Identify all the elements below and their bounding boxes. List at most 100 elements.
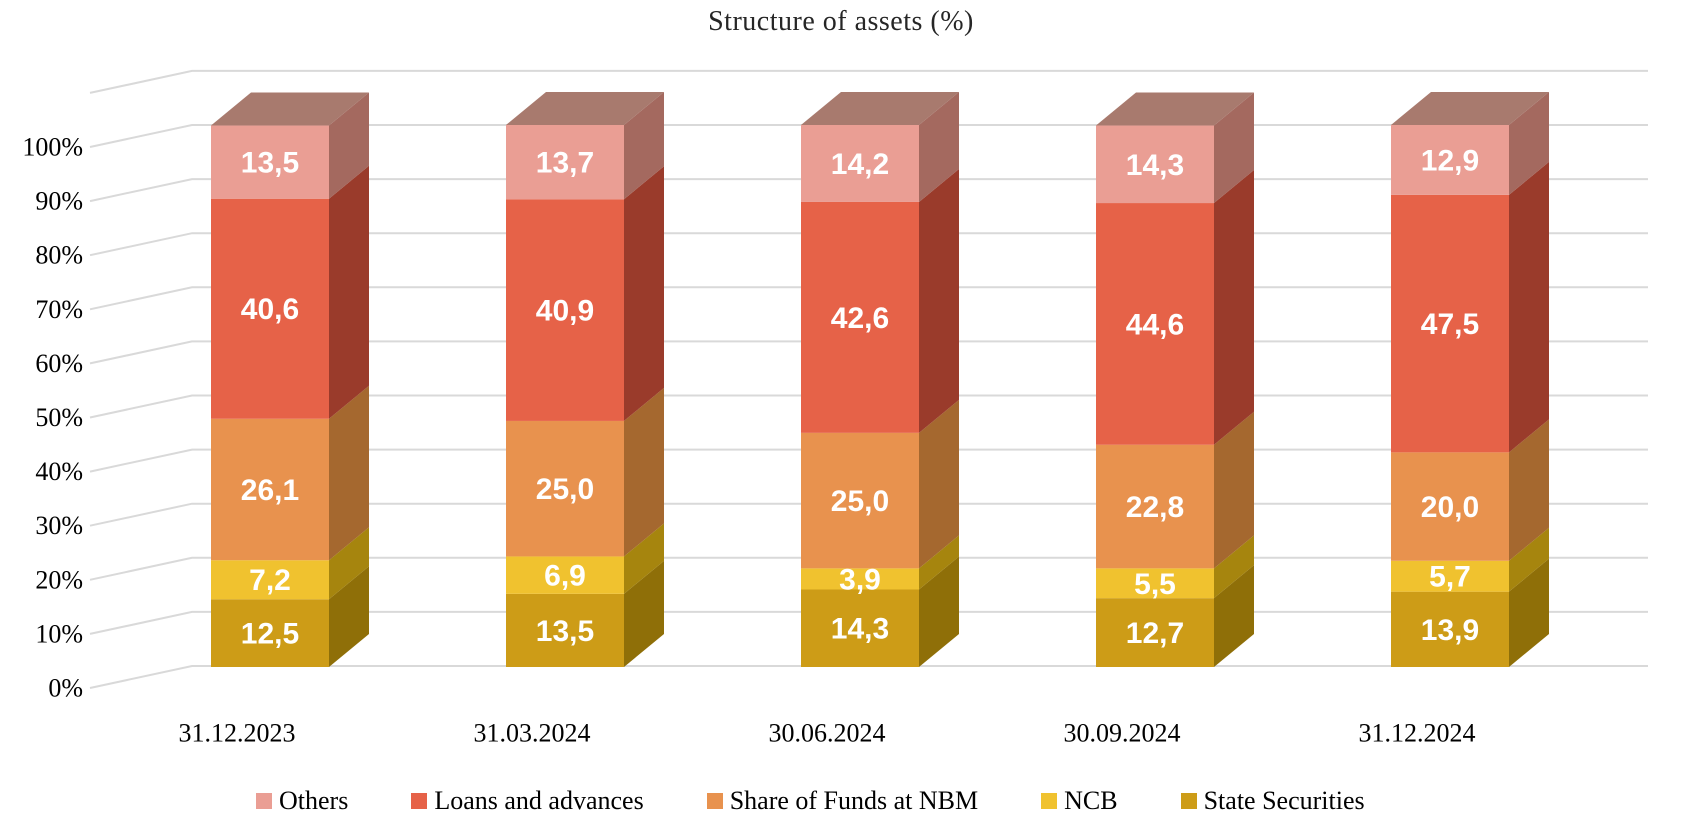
bar-segment-side: [329, 92, 369, 199]
legend-swatch-icon: [706, 793, 723, 809]
segment-value-label: 14,2: [831, 148, 889, 181]
segment-value-label: 13,5: [241, 147, 299, 180]
legend-label: Loans and advances: [434, 786, 644, 815]
bar-segment-front: [1096, 444, 1214, 569]
segment-value-label: 5,7: [1429, 561, 1471, 594]
bar-segment-side: [1509, 558, 1549, 667]
bar-top-face: [801, 92, 959, 125]
segment-value-label: 5,5: [1134, 568, 1176, 601]
bar-segment-side: [624, 523, 664, 594]
legend-item: State Securities: [1180, 786, 1365, 815]
bar-segment-front: [1096, 125, 1214, 204]
legend-item: Share of Funds at NBM: [706, 788, 978, 814]
x-axis-category-label: 31.03.2024: [474, 719, 591, 748]
y-axis-tick-label: 100%: [22, 133, 83, 162]
legend-label: Others: [279, 786, 349, 815]
bar-segment-front: [506, 556, 624, 594]
bar-segment-side: [919, 399, 959, 569]
bar-segment-side: [624, 92, 664, 200]
y-axis-tick-label: 80%: [35, 241, 83, 270]
bar-segment-front: [211, 560, 329, 600]
y-axis-tick-label: 60%: [35, 349, 83, 378]
bar-segment-side: [329, 566, 369, 667]
bar-segment-front: [1096, 203, 1214, 445]
bar-segment-front: [506, 420, 624, 557]
bar-segment-front: [1391, 591, 1509, 667]
gridline: [89, 665, 1648, 689]
bar-segment-front: [801, 589, 919, 667]
bar-segment-side: [1214, 535, 1254, 599]
segment-value-label: 14,3: [831, 613, 889, 646]
segment-value-label: 42,6: [831, 302, 889, 335]
bar-segment-side: [1509, 527, 1549, 592]
chart-title: Structure of assets (%): [708, 6, 974, 37]
bar-top-face: [211, 92, 369, 126]
bar-segment-side: [329, 165, 369, 419]
bar-segment-side: [1509, 92, 1549, 195]
y-axis-tick-label: 50%: [35, 403, 83, 432]
x-axis-category-label: 31.12.2023: [179, 719, 296, 748]
segment-value-label: 12,5: [241, 618, 299, 651]
bar-top-face: [506, 92, 664, 125]
bar-segment-side: [1214, 170, 1254, 445]
bar-segment-front: [1391, 560, 1509, 592]
legend-label: NCB: [1064, 786, 1118, 815]
legend-label: State Securities: [1203, 786, 1365, 815]
bar-segment-side: [624, 387, 664, 557]
bar-segment-front: [1096, 568, 1214, 599]
bar-segment-front: [801, 432, 919, 569]
x-axis-category-label: 30.09.2024: [1064, 719, 1181, 748]
bar-segment-front: [506, 593, 624, 667]
bar-segment-side: [919, 556, 959, 667]
segment-value-label: 22,8: [1126, 491, 1184, 524]
bar-segment-front: [1391, 125, 1509, 195]
legend-swatch-icon: [1180, 793, 1197, 809]
bar-segment-front: [211, 418, 329, 561]
bar-segment-side: [1214, 411, 1254, 569]
segment-value-label: 12,9: [1421, 144, 1479, 177]
bar-segment-front: [801, 201, 919, 433]
bar-segment-side: [1214, 92, 1254, 204]
bar-top-face: [1391, 92, 1549, 125]
segment-value-label: 25,0: [831, 485, 889, 518]
gridline: [89, 69, 1648, 94]
y-axis-tick-label: 90%: [35, 187, 83, 216]
bar-segment-side: [1214, 565, 1254, 667]
bar-segment-front: [1391, 452, 1509, 561]
y-axis-tick-label: 20%: [35, 565, 83, 594]
bar-segment-side: [624, 166, 664, 421]
segment-value-label: 25,0: [536, 473, 594, 506]
bar-segment-front: [506, 199, 624, 421]
bar-segment-front: [801, 125, 919, 202]
legend-item: NCB: [1041, 786, 1118, 815]
bar-segment-side: [329, 527, 369, 600]
legend-swatch-icon: [256, 793, 272, 809]
bar-segment-front: [801, 568, 919, 590]
bar-segment-side: [919, 168, 959, 433]
bar-segment-side: [329, 385, 369, 561]
segment-value-label: 13,7: [536, 147, 594, 180]
bar-segment-front: [1391, 194, 1509, 453]
bar-segment-front: [1096, 598, 1214, 667]
bar-segment-front: [211, 599, 329, 667]
segment-value-label: 14,3: [1126, 149, 1184, 182]
legend-item: Others: [256, 788, 348, 814]
segment-value-label: 40,6: [241, 293, 299, 326]
bar-segment-side: [1509, 419, 1549, 561]
segment-value-label: 44,6: [1126, 308, 1184, 341]
segment-value-label: 12,7: [1126, 617, 1184, 650]
segment-value-label: 3,9: [839, 563, 881, 596]
x-axis-category-label: 30.06.2024: [769, 719, 886, 748]
segment-value-label: 6,9: [544, 560, 586, 593]
legend-item: Loans and advances: [411, 786, 644, 815]
y-axis-tick-label: 10%: [35, 619, 83, 648]
bar-segment-front: [506, 125, 624, 200]
segment-value-label: 20,0: [1421, 491, 1479, 524]
bar-segment-side: [624, 560, 664, 667]
y-axis-tick-label: 30%: [35, 511, 83, 540]
bar-segment-side: [919, 535, 959, 590]
segment-value-label: 47,5: [1421, 308, 1479, 341]
segment-value-label: 13,5: [536, 615, 594, 648]
bar-segment-front: [211, 125, 329, 199]
